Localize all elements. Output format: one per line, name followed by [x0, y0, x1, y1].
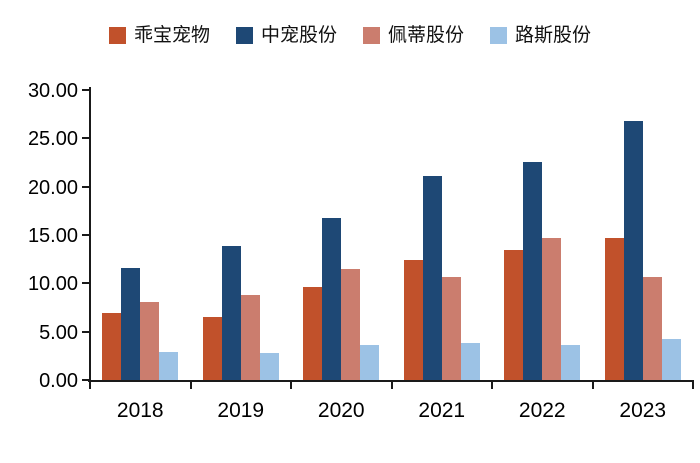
x-tick-mark	[692, 382, 694, 389]
y-tick-label: 5.00	[39, 321, 78, 344]
x-tick-mark	[491, 382, 493, 389]
legend-label: 路斯股份	[515, 25, 592, 46]
bar-佩蒂股份-2023	[642, 276, 662, 380]
bar-group-2023	[593, 90, 694, 380]
legend-item-0: 乖宝宠物	[108, 25, 210, 46]
y-tick-mark	[82, 89, 89, 91]
bar-group-2020	[291, 90, 392, 380]
y-tick-label: 25.00	[27, 128, 78, 151]
legend-swatch-icon	[490, 27, 508, 44]
bar-佩蒂股份-2019	[240, 294, 260, 380]
bar-乖宝宠物-2018	[102, 313, 122, 380]
y-tick-label: 20.00	[27, 176, 78, 199]
bar-group-2018	[90, 90, 191, 380]
bar-group-2021	[392, 90, 493, 380]
x-tick-label: 2020	[317, 399, 365, 422]
legend-swatch-icon	[108, 27, 126, 44]
bar-佩蒂股份-2022	[542, 237, 562, 380]
x-tick-label: 2021	[418, 399, 466, 422]
legend-item-1: 中宠股份	[235, 25, 337, 46]
y-tick-label: 10.00	[27, 273, 78, 296]
legend-label: 佩蒂股份	[388, 25, 465, 46]
bar-路斯股份-2021	[460, 343, 480, 380]
x-axis-line	[88, 380, 694, 382]
legend-swatch-icon	[235, 27, 253, 44]
x-tick-mark	[189, 382, 192, 389]
bar-中宠股份-2018	[121, 267, 141, 380]
y-axis-line	[89, 87, 91, 382]
y-tick-mark	[82, 330, 89, 333]
bar-路斯股份-2019	[259, 352, 279, 380]
legend-label: 乖宝宠物	[133, 25, 210, 46]
x-tick-mark	[591, 382, 594, 389]
y-tick-label: 30.00	[27, 80, 78, 102]
bar-佩蒂股份-2020	[341, 268, 361, 380]
y-tick-label: 0.00	[39, 370, 78, 392]
bar-路斯股份-2018	[159, 352, 179, 380]
x-tick-mark	[290, 382, 292, 389]
legend-item-3: 路斯股份	[490, 26, 591, 45]
bar-group-2019	[191, 90, 292, 380]
legend-label: 中宠股份	[260, 25, 337, 46]
bar-乖宝宠物-2021	[403, 260, 423, 380]
y-tick-label: 15.00	[27, 225, 78, 247]
x-tick-label: 2019	[217, 399, 265, 422]
bar-路斯股份-2020	[360, 345, 380, 380]
bar-中宠股份-2022	[523, 161, 543, 380]
y-tick-mark	[82, 379, 89, 381]
y-tick-mark	[82, 282, 89, 285]
bar-中宠股份-2021	[422, 176, 442, 380]
y-tick-mark	[82, 234, 89, 236]
bar-乖宝宠物-2022	[504, 249, 524, 380]
y-tick-mark	[82, 185, 89, 188]
x-tick-label: 2023	[619, 399, 667, 422]
x-tick-label: 2022	[518, 399, 566, 422]
x-tick-label: 2018	[116, 399, 164, 422]
bar-中宠股份-2023	[623, 120, 643, 380]
bar-路斯股份-2023	[661, 339, 681, 380]
bar-乖宝宠物-2023	[604, 237, 624, 380]
bar-乖宝宠物-2020	[303, 287, 323, 380]
x-tick-mark	[390, 382, 393, 389]
bar-中宠股份-2019	[221, 245, 241, 380]
legend: 乖宝宠物 中宠股份 佩蒂股份 路斯股份	[0, 26, 700, 45]
bar-group-2022	[492, 90, 593, 380]
bar-中宠股份-2020	[322, 217, 342, 380]
bar-路斯股份-2022	[561, 345, 581, 380]
bar-佩蒂股份-2021	[441, 276, 461, 380]
bar-乖宝宠物-2019	[202, 317, 222, 380]
legend-swatch-icon	[363, 27, 380, 44]
legend-item-2: 佩蒂股份	[363, 26, 464, 45]
bar-佩蒂股份-2018	[140, 301, 160, 380]
x-tick-mark	[89, 382, 91, 389]
y-tick-mark	[82, 137, 89, 140]
